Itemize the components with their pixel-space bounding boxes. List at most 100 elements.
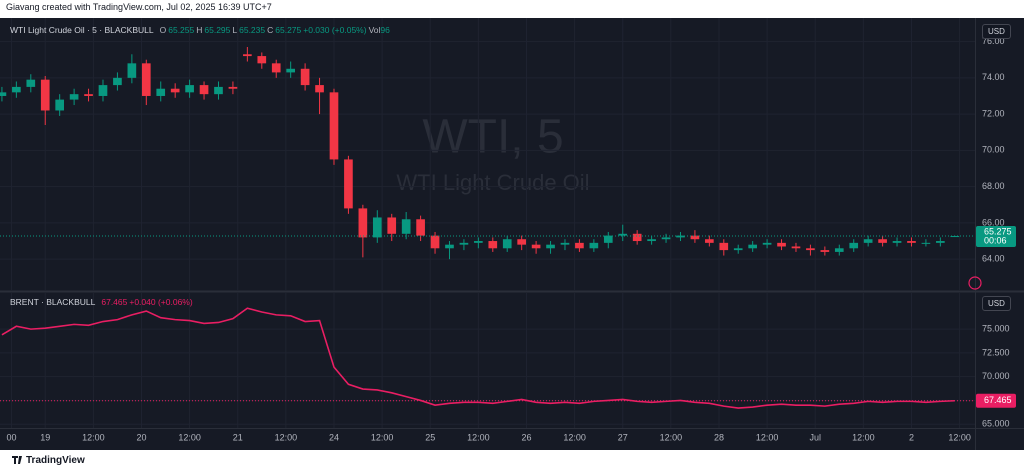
legend-label: Vol xyxy=(368,25,381,35)
candle-body xyxy=(344,159,353,209)
y-tick-label: 74.00 xyxy=(982,72,1005,82)
legend-change: +0.040 (+0.06%) xyxy=(129,297,193,307)
legend-value: 65.235 xyxy=(239,25,266,35)
candle-body xyxy=(907,241,916,243)
last-price-label: 65.275 xyxy=(984,226,1012,236)
candle-body xyxy=(474,241,483,243)
candle-body xyxy=(26,79,36,87)
candle-body xyxy=(113,77,122,86)
y-tick-label: 65.000 xyxy=(982,419,1010,429)
y-tick-label: 70.000 xyxy=(982,371,1010,381)
candle-body xyxy=(719,242,729,251)
currency-button[interactable]: USD xyxy=(982,296,1011,311)
legend-title: BRENT · BLACKBULL xyxy=(10,297,96,307)
y-tick-label: 72.00 xyxy=(982,108,1005,118)
legend-value: 96 xyxy=(380,25,390,35)
candle-body xyxy=(387,217,397,234)
candle-body xyxy=(69,94,79,100)
x-tick-label: 00 xyxy=(7,432,17,442)
legend-change: +0.030 (+0.05%) xyxy=(303,25,367,35)
x-tick-label: 21 xyxy=(233,432,243,442)
x-tick-label: 28 xyxy=(714,432,724,442)
candle-body xyxy=(791,246,801,249)
candle-body xyxy=(531,244,541,249)
candle-body xyxy=(430,235,440,249)
candle-body xyxy=(560,242,570,245)
legend-value: 67.465 xyxy=(101,297,128,307)
candle-body xyxy=(243,54,252,57)
candle-body xyxy=(589,242,599,249)
logo xyxy=(12,456,22,464)
candle-body xyxy=(777,242,786,247)
y-tick-label: 68.00 xyxy=(982,181,1005,191)
x-tick-label: 12:00 xyxy=(82,432,105,442)
candle-body xyxy=(228,86,238,89)
legend-top: WTI Light Crude Oil · 5 · BLACKBULL O 65.… xyxy=(10,25,390,35)
candle-body xyxy=(445,244,454,249)
x-tick-label: 2 xyxy=(909,432,914,442)
candle-body xyxy=(55,99,65,111)
candle-body xyxy=(748,244,757,249)
candle-body xyxy=(0,92,7,96)
x-tick-label: 12:00 xyxy=(563,432,586,442)
candle-body xyxy=(863,239,873,243)
candle-body xyxy=(315,85,324,93)
legend-label: H xyxy=(196,25,203,35)
candle-body xyxy=(546,244,555,249)
x-tick-label: 12:00 xyxy=(852,432,875,442)
candle-body xyxy=(199,85,209,95)
legend-label: C xyxy=(267,25,274,35)
candle-body xyxy=(185,85,194,93)
candle-body xyxy=(329,92,339,160)
candle-body xyxy=(820,250,830,252)
x-tick-label: 27 xyxy=(618,432,628,442)
x-tick-label: 24 xyxy=(329,432,339,442)
candle-body xyxy=(170,88,180,93)
header: Giavang created with TradingView.com, Ju… xyxy=(6,2,272,12)
x-tick-label: 12:00 xyxy=(756,432,779,442)
watermark-group: WTI, 5 WTI Light Crude Oil xyxy=(396,111,589,195)
y-tick-label: 64.00 xyxy=(982,254,1005,264)
legend-value: 65.255 xyxy=(168,25,195,35)
candle-body xyxy=(358,208,368,238)
candle-body xyxy=(575,242,584,249)
candle-body xyxy=(676,235,685,238)
footer: TradingView xyxy=(26,455,85,466)
x-tick-label: 12:00 xyxy=(948,432,971,442)
candle-body xyxy=(517,239,526,245)
candle-body xyxy=(892,241,902,243)
x-tick-label: 25 xyxy=(425,432,435,442)
currency-button[interactable]: USD xyxy=(982,24,1011,39)
last-price-box xyxy=(976,393,1016,408)
candle-body xyxy=(806,248,815,251)
x-tick-label: 12:00 xyxy=(178,432,201,442)
candle-body xyxy=(921,242,931,244)
candle-body xyxy=(286,68,296,73)
candle-body xyxy=(459,242,469,245)
legend-label: O xyxy=(159,25,167,35)
x-tick-label: Jul xyxy=(809,432,821,442)
background xyxy=(0,18,1024,450)
y-tick-label: 75.000 xyxy=(982,324,1010,334)
last-price-box xyxy=(976,226,1016,248)
candle-body xyxy=(40,79,50,111)
candle-body xyxy=(603,235,613,243)
alert-icon[interactable] xyxy=(968,276,982,290)
candle-body xyxy=(300,68,310,86)
candle-body xyxy=(127,63,137,78)
candle-body xyxy=(705,239,714,243)
x-tick-label: 12:00 xyxy=(371,432,394,442)
candle-body xyxy=(141,63,151,96)
watermark-sub: WTI Light Crude Oil xyxy=(396,170,589,195)
y-tick-label: 72.500 xyxy=(982,347,1010,357)
candle-body xyxy=(416,219,425,236)
y-tick-label: 70.00 xyxy=(982,145,1005,155)
candle-body xyxy=(156,88,166,96)
candle-body xyxy=(661,237,671,240)
x-tick-label: 19 xyxy=(40,432,50,442)
candle-body xyxy=(762,242,772,245)
x-tick-label: 12:00 xyxy=(275,432,298,442)
legend-value: 65.295 xyxy=(204,25,231,35)
last-price-label: 67.465 xyxy=(984,395,1012,405)
